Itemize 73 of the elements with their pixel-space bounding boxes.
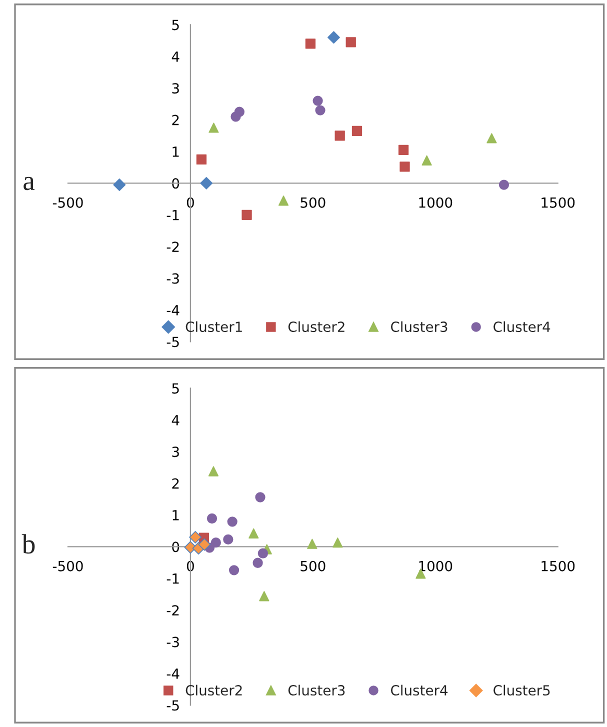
point [352, 126, 362, 136]
legend-label: Cluster2 [288, 321, 344, 332]
point [307, 538, 318, 549]
point [259, 591, 270, 602]
y-tick-label: 5 [172, 20, 179, 30]
y-tick-label: -4 [166, 668, 180, 679]
point [189, 530, 202, 544]
point [208, 122, 219, 133]
point [346, 37, 356, 48]
point [252, 558, 263, 568]
y-tick-label: 3 [172, 446, 179, 458]
point [315, 105, 326, 116]
point [248, 528, 259, 538]
x-tick-label: 500 [300, 560, 326, 572]
point [258, 548, 268, 558]
text: a [24, 176, 35, 190]
x-tick-label: 1500 [542, 560, 575, 572]
y-tick-label: 4 [172, 52, 180, 62]
y-tick-label: 5 [172, 383, 179, 394]
y-tick-label: 2 [172, 114, 179, 126]
x-tick-label: -500 [52, 197, 83, 208]
legend-label: Cluster1 [186, 321, 242, 332]
y-tick-label: -1 [166, 210, 179, 220]
x-tick-label: 500 [300, 197, 326, 208]
legend-label: Cluster4 [390, 684, 448, 696]
y-tick-label: -1 [166, 574, 179, 584]
y-tick-label: 1 [172, 146, 179, 157]
legend-label: Cluster5 [494, 684, 550, 696]
legend-label: Cluster3 [288, 684, 345, 696]
point [327, 31, 340, 44]
y-tick-label: -3 [166, 636, 179, 648]
point [400, 162, 410, 172]
point [200, 176, 213, 190]
y-tick-label: 1 [172, 510, 179, 520]
point [198, 538, 211, 551]
legend-label: Cluster3 [390, 321, 448, 332]
point [498, 180, 510, 190]
point [234, 106, 245, 117]
point [113, 178, 126, 192]
x-tick-label: 1000 [419, 560, 452, 572]
point [398, 144, 409, 155]
x-tick-label: 1000 [419, 197, 452, 208]
y-tick-label: 4 [172, 415, 180, 426]
point [278, 196, 289, 206]
y-tick-label: 3 [172, 83, 179, 94]
point [334, 130, 345, 141]
point [242, 210, 252, 220]
legend-label: Cluster4 [494, 321, 550, 332]
point [312, 96, 323, 106]
point [255, 492, 266, 502]
y-tick-label: -3 [166, 273, 179, 284]
x-tick-label: -500 [52, 560, 83, 572]
y-tick-label: 0 [172, 178, 180, 189]
point [223, 534, 234, 544]
point [208, 466, 219, 476]
y-tick-label: -2 [166, 605, 179, 616]
point [422, 155, 432, 166]
point [206, 513, 218, 524]
point [305, 38, 316, 49]
legend-label: Cluster2 [186, 684, 242, 696]
y-tick-label: 2 [172, 478, 179, 489]
y-tick-label: 0 [172, 542, 180, 552]
x-tick-label: 1500 [542, 197, 575, 208]
y-tick-label: -2 [166, 242, 179, 252]
y-tick-label: -5 [166, 336, 179, 348]
text: b [22, 534, 35, 554]
point [227, 516, 238, 527]
point [196, 154, 207, 165]
point [228, 565, 240, 576]
point [486, 133, 497, 144]
y-tick-label: -4 [166, 305, 180, 316]
point [332, 538, 343, 548]
y-tick-label: -5 [166, 700, 179, 711]
